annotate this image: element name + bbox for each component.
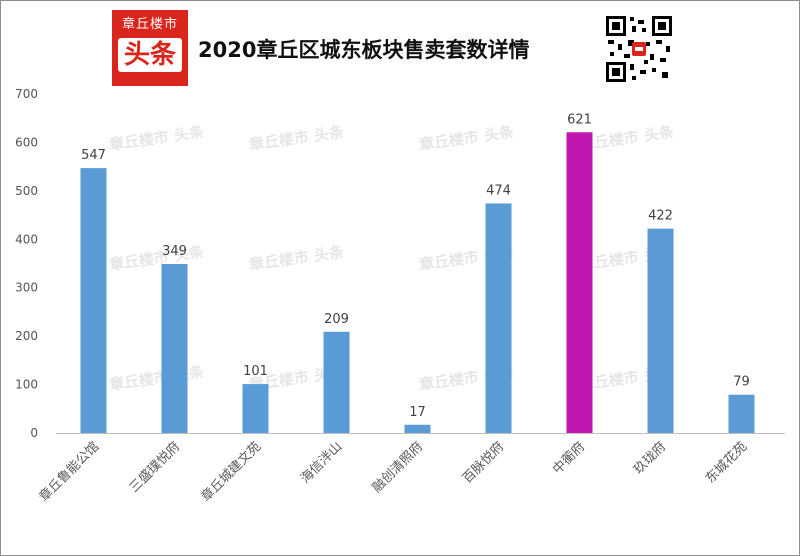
bar — [323, 331, 350, 433]
y-tick-label: 400 — [15, 232, 38, 246]
x-category-label: 融创清照府 — [370, 439, 427, 496]
y-tick-label: 200 — [15, 329, 38, 343]
logo-line1: 章丘楼市 — [121, 17, 178, 32]
data-label: 422 — [648, 209, 673, 224]
brand-logo: 章丘楼市 头条 — [112, 10, 188, 86]
data-label: 79 — [733, 375, 750, 390]
bar — [485, 203, 512, 433]
data-label: 474 — [486, 183, 511, 198]
x-category-label: 玖珑府 — [630, 439, 669, 478]
x-category-label: 章丘鲁能公馆 — [36, 439, 102, 505]
bar — [728, 394, 755, 433]
y-tick-label: 300 — [15, 281, 38, 295]
x-category-label: 百脉悦府 — [460, 439, 507, 486]
chart-title: 2020章丘区城东板块售卖套数详情 — [198, 38, 530, 62]
qr-code-icon — [604, 14, 674, 84]
data-label: 101 — [243, 364, 268, 379]
logo-line2: 头条 — [117, 38, 182, 72]
watermark-text: 章丘楼市 头条 — [108, 363, 206, 394]
bar — [566, 132, 593, 433]
bar — [161, 263, 188, 433]
bar — [404, 424, 431, 433]
data-label: 621 — [567, 112, 592, 127]
y-tick-label: 0 — [30, 426, 38, 440]
y-tick-label: 600 — [15, 135, 38, 149]
watermark-text: 章丘楼市 头条 — [108, 123, 206, 154]
watermark-text: 章丘楼市 头条 — [578, 123, 676, 154]
watermark-text: 章丘楼市 头条 — [108, 243, 206, 274]
y-tick-label: 500 — [15, 184, 38, 198]
x-category-label: 中蘅府 — [550, 439, 588, 477]
watermark-text: 章丘楼市 头条 — [418, 123, 516, 154]
x-category-label: 章丘城建文苑 — [198, 439, 264, 505]
data-label: 547 — [81, 148, 106, 163]
watermark-text: 章丘楼市 头条 — [248, 243, 346, 274]
bar — [242, 384, 269, 433]
x-category-label: 三盛璞悦府 — [127, 439, 184, 496]
x-category-label: 东城花苑 — [702, 439, 750, 487]
data-label: 349 — [162, 244, 187, 259]
data-label: 209 — [324, 312, 349, 327]
y-tick-label: 100 — [15, 378, 38, 392]
watermark-text: 章丘楼市 头条 — [248, 123, 346, 154]
data-label: 17 — [409, 405, 426, 420]
y-tick-label: 700 — [15, 87, 38, 101]
bar — [647, 228, 674, 433]
x-category-label: 海信泮山 — [298, 439, 345, 486]
bar — [80, 168, 107, 434]
